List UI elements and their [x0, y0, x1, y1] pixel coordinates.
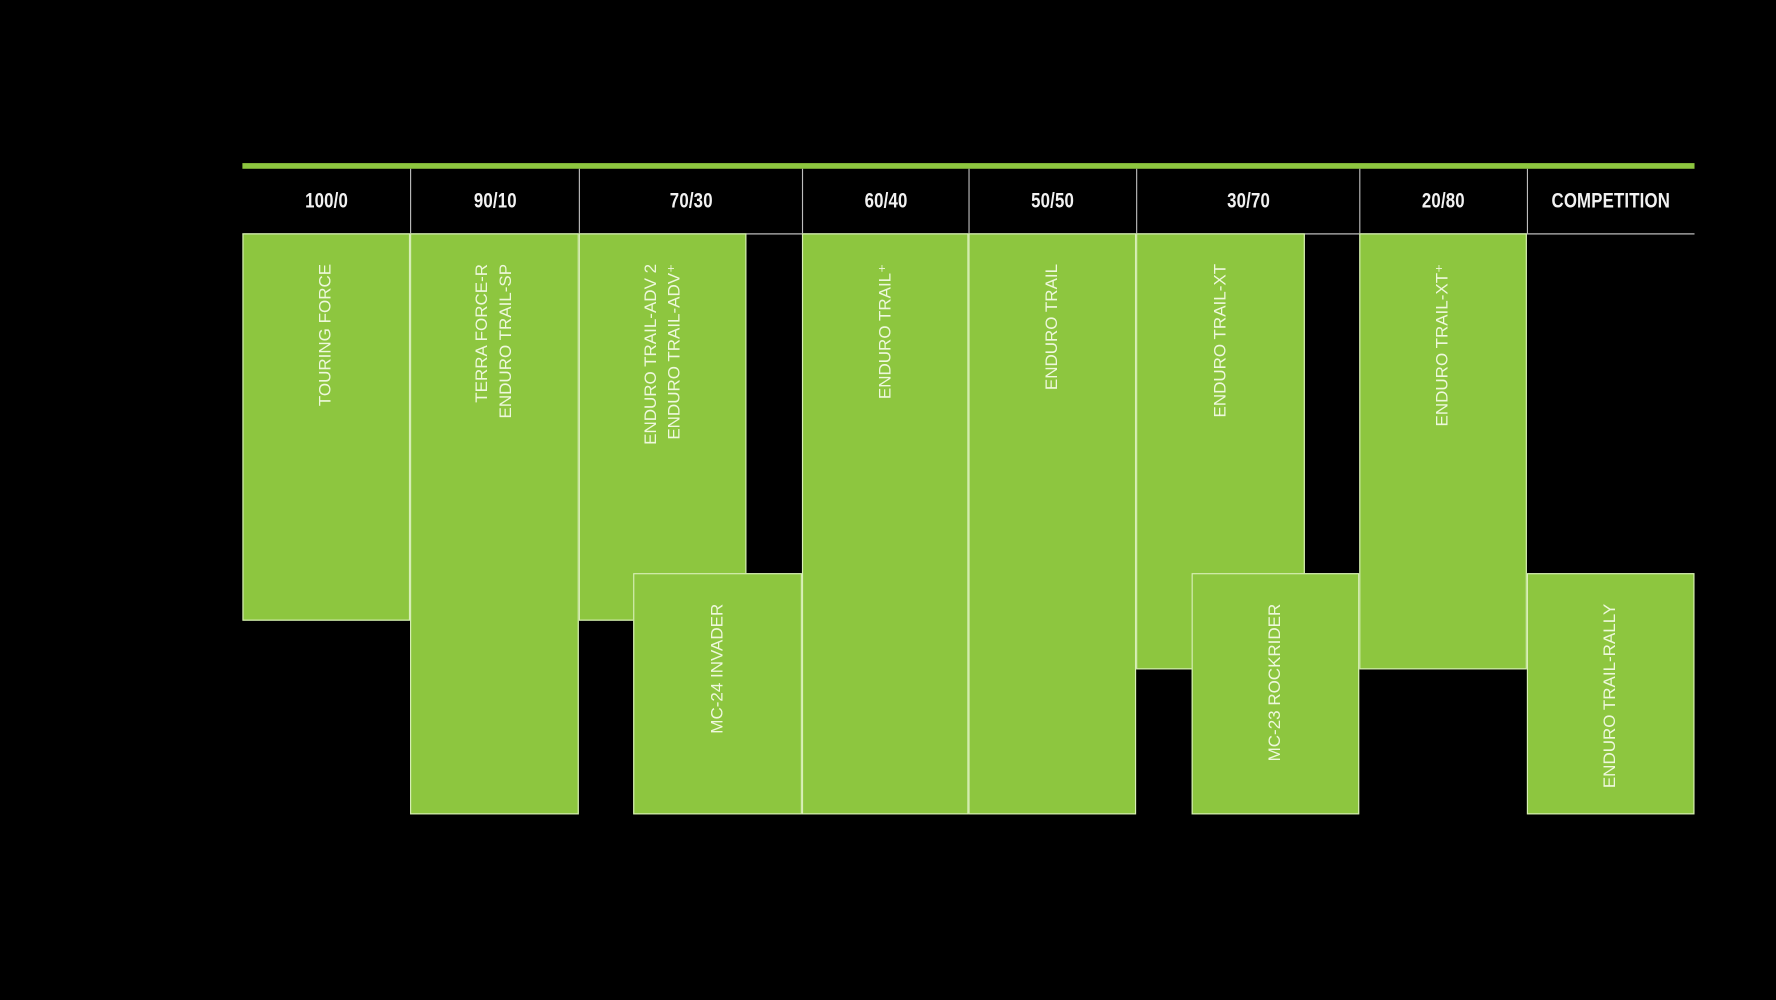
tire-block: ENDURO TRAIL⁺	[801, 233, 969, 815]
tire-name: ENDURO TRAIL	[1042, 263, 1062, 391]
tire-block: TOURING FORCE	[242, 233, 411, 621]
tire-block: MC-24 INVADER	[633, 573, 802, 815]
header-column-label: 70/30	[669, 188, 713, 213]
tire-name: ENDURO TRAIL-SP	[496, 263, 516, 419]
header-column-2: 70/30	[578, 168, 802, 234]
tire-name: ENDURO TRAIL-ADV⁺	[664, 263, 684, 440]
tire-block: ENDURO TRAIL-RALLY	[1526, 573, 1695, 815]
header-column-1: 90/10	[410, 168, 579, 234]
tire-name: MC-24 INVADER	[707, 603, 727, 734]
header-column-4: 50/50	[968, 168, 1136, 234]
tire-name: ENDURO TRAIL-ADV 2	[640, 263, 660, 445]
header-column-6: 20/80	[1359, 168, 1527, 234]
tire-name: TOURING FORCE	[316, 263, 336, 407]
tire-block: TERRA FORCE-R ENDURO TRAIL-SP	[410, 233, 579, 815]
header-column-7: COMPETITION	[1526, 168, 1695, 234]
tire-block: MC-23 ROCKRIDER	[1191, 573, 1360, 815]
header-column-label: 50/50	[1031, 188, 1075, 213]
header-column-label: 20/80	[1422, 188, 1466, 213]
tire-block: ENDURO TRAIL-XT⁺	[1359, 233, 1527, 670]
tire-name: ENDURO TRAIL-RALLY	[1600, 603, 1620, 789]
header-column-label: 30/70	[1226, 188, 1270, 213]
tire-name: TERRA FORCE-R	[472, 263, 492, 403]
tire-block: ENDURO TRAIL-ADV 2 ENDURO TRAIL-ADV⁺	[578, 233, 747, 621]
tire-name: MC-23 ROCKRIDER	[1265, 603, 1285, 762]
header-accent-line	[242, 163, 1695, 169]
header-column-label: COMPETITION	[1552, 188, 1671, 213]
header-column-3: 60/40	[801, 168, 969, 234]
tire-block: ENDURO TRAIL	[968, 233, 1137, 815]
header-column-0: 100/0	[242, 169, 410, 234]
tire-name: ENDURO TRAIL⁺	[875, 263, 895, 400]
header-column-label: 60/40	[864, 188, 908, 213]
header-column-label: 100/0	[304, 188, 348, 213]
tire-name: ENDURO TRAIL-XT⁺	[1432, 263, 1453, 427]
tire-name: ENDURO TRAIL-XT	[1210, 263, 1230, 418]
header-column-5: 30/70	[1136, 168, 1359, 234]
header-column-label: 90/10	[473, 188, 517, 213]
